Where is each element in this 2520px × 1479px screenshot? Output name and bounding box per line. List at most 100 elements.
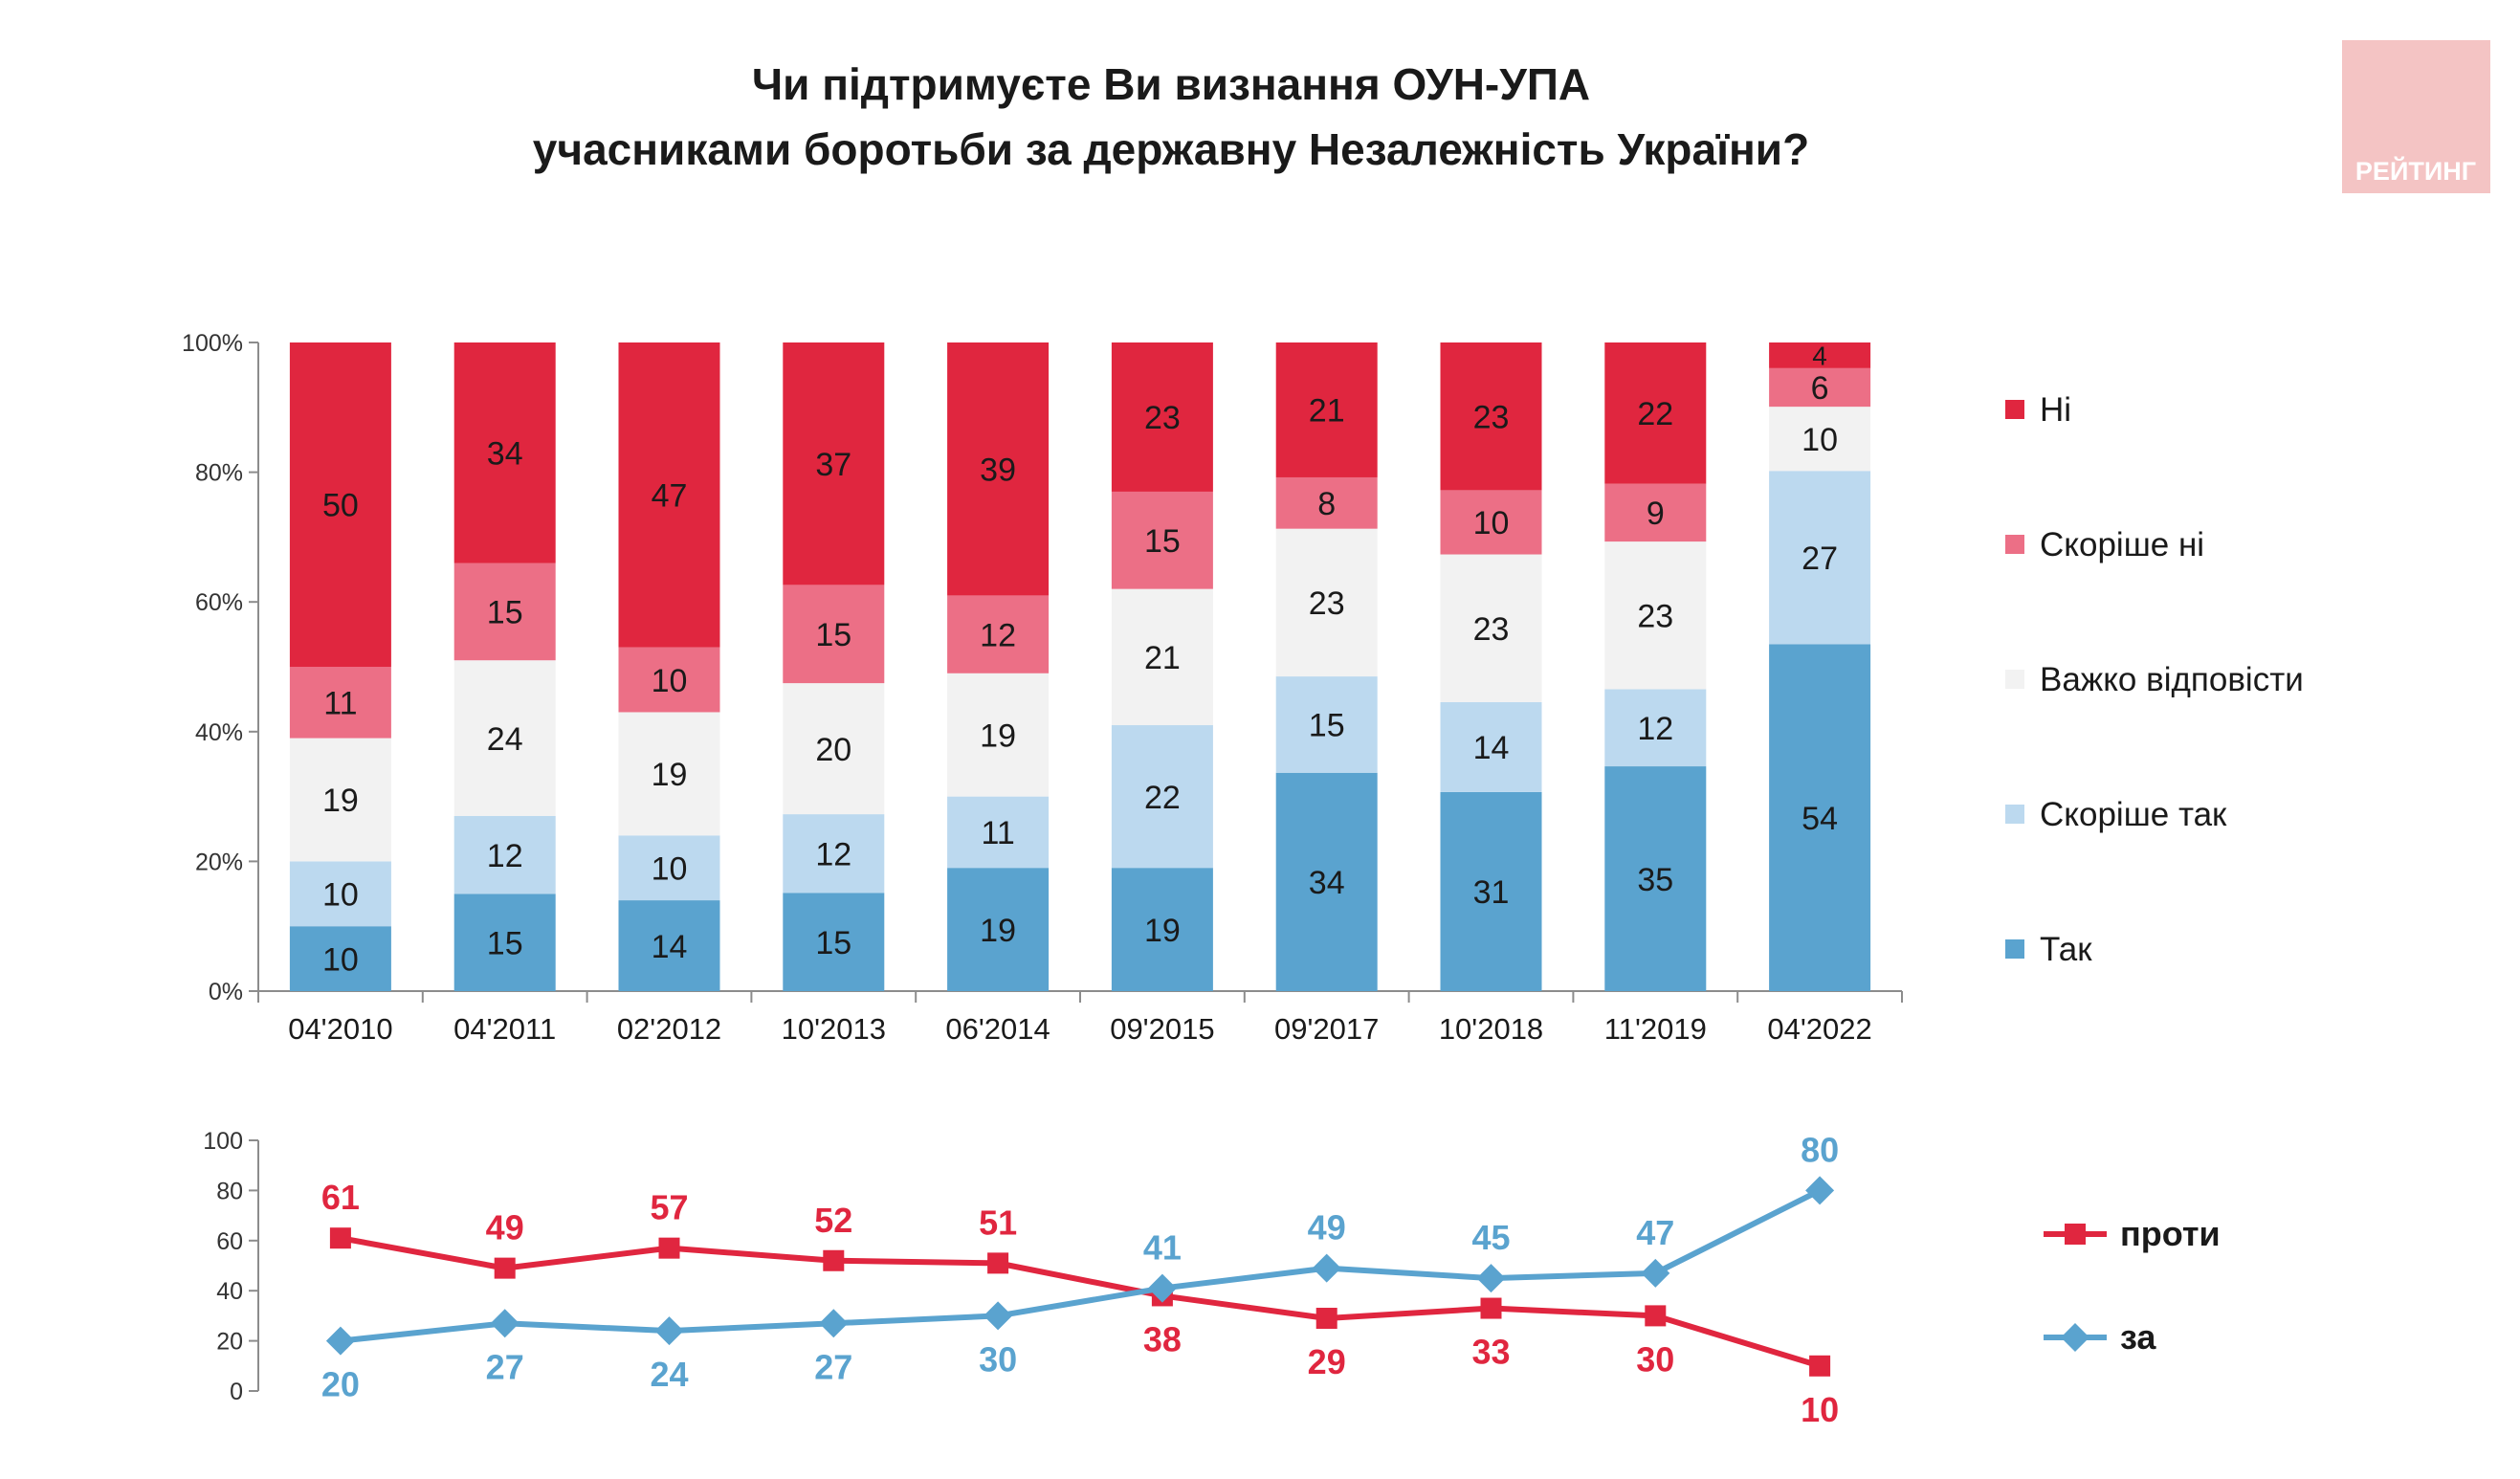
bar-data-label: 23: [1144, 400, 1181, 436]
bar-data-label: 21: [1144, 640, 1181, 676]
bar-y-tick-label: 80%: [195, 460, 243, 487]
against-marker: [1480, 1297, 1502, 1319]
bar-data-label: 23: [1637, 599, 1673, 635]
bar-data-label: 15: [815, 925, 851, 961]
legend-swatch-hard: [2005, 670, 2024, 689]
bar-data-label: 9: [1647, 496, 1665, 532]
bar-segment-hard: [1769, 407, 1871, 472]
bar-data-label: 34: [487, 436, 523, 473]
for-marker: [1312, 1253, 1341, 1283]
bar-data-label: 10: [322, 941, 359, 978]
legend-label-rather_yes: Скоріше так: [2040, 796, 2227, 833]
bar-segment-hard: [453, 660, 556, 816]
line-data-label-against_line: 52: [814, 1201, 852, 1240]
bar-data-label: 19: [652, 757, 688, 793]
bar-segment-hard: [1604, 541, 1707, 690]
line-data-label-for_line: 45: [1471, 1218, 1510, 1257]
bar-segment-rather_yes: [947, 796, 1050, 869]
bar-data-label: 10: [322, 877, 359, 914]
for-marker: [1147, 1273, 1177, 1303]
against-marker: [329, 1227, 351, 1249]
stacked-bar-chart: 0% 20% 40% 60% 80% 100% 04'2010 04'2011 02'2012 1…: [182, 330, 2304, 1046]
bar-segment-yes: [1769, 644, 1871, 991]
line-data-label-against_line: 49: [486, 1208, 524, 1247]
bar-segment-rather_no: [289, 667, 391, 739]
bar-segment-yes: [783, 893, 885, 991]
legend-swatch-rather_yes: [2005, 805, 2024, 824]
bar-segment-yes: [289, 926, 391, 991]
line-data-label-for_line: 49: [1308, 1208, 1346, 1247]
bar-data-label: 20: [815, 732, 851, 768]
bar-x-tick-label: 10'2013: [782, 1012, 886, 1046]
against-marker: [1809, 1355, 1831, 1377]
line-data-label-for_line: 47: [1636, 1213, 1674, 1252]
line-data-label-against_line: 29: [1308, 1342, 1346, 1381]
bar-segment-no: [1440, 342, 1542, 491]
bar-segment-yes: [1111, 868, 1213, 991]
bar-segment-no: [453, 342, 556, 563]
bar-segment-rather_yes: [1769, 471, 1871, 645]
bar-segment-hard: [1275, 528, 1378, 677]
bar-x-tick-label: 04'2011: [453, 1012, 556, 1046]
bar-segment-hard: [1111, 588, 1213, 726]
bar-segment-rather_no: [1275, 476, 1378, 529]
bar-segment-no: [1275, 342, 1378, 477]
bar-data-label: 11: [981, 815, 1014, 851]
bar-data-label: 22: [1637, 396, 1673, 432]
bar-data-label: 50: [322, 488, 359, 524]
against-marker: [1645, 1305, 1667, 1327]
bar-segment-rather_no: [947, 595, 1050, 673]
bar-data-label: 21: [1309, 393, 1345, 430]
bar-data-label: 19: [980, 717, 1016, 754]
legend-label-for_line: за: [2120, 1317, 2156, 1357]
bar-data-label: 15: [1144, 523, 1181, 560]
bar-data-label: 24: [487, 721, 523, 758]
bar-data-label: 22: [1144, 780, 1181, 816]
line-data-label-for_line: 30: [979, 1339, 1017, 1379]
bar-data-label: 35: [1637, 862, 1673, 898]
bar-segment-rather_yes: [1604, 689, 1707, 767]
bar-data-label: 15: [487, 925, 523, 961]
bar-segment-rather_yes: [289, 861, 391, 927]
bar-data-label: 15: [815, 617, 851, 653]
bar-data-label: 4: [1812, 342, 1827, 371]
rating-logo-text: РЕЙТИНГ: [2355, 156, 2476, 186]
legend-swatch-yes: [2005, 939, 2024, 959]
line-chart: 0 20 40 60 80 100 61 49 57 52 51 38 29 33 30 10 20 27 24 27…: [203, 1128, 2220, 1429]
legend-marker-against_line: [2065, 1224, 2086, 1245]
line-y-tick-label: 100: [203, 1128, 243, 1155]
line-y-tick-label: 40: [216, 1278, 243, 1305]
for-marker: [490, 1309, 519, 1338]
legend-label-yes: Так: [2040, 931, 2092, 968]
bar-data-label: 11: [323, 686, 357, 722]
bar-segment-rather_yes: [1275, 676, 1378, 773]
chart-title-line1: Чи підтримуєте Ви визнання ОУН-УПА: [752, 59, 1590, 109]
bar-x-tick-label: 04'2022: [1767, 1012, 1871, 1046]
line-data-label-for_line: 80: [1801, 1130, 1839, 1169]
bar-segment-rather_yes: [1111, 725, 1213, 869]
bar-y-tick-label: 0%: [209, 979, 243, 1005]
bar-data-label: 23: [1473, 611, 1510, 648]
bar-segment-yes: [947, 868, 1050, 991]
line-data-label-against_line: 51: [979, 1203, 1017, 1242]
bar-y-tick-label: 60%: [195, 589, 243, 616]
bar-segment-no: [783, 342, 885, 585]
bar-segment-yes: [1604, 766, 1707, 991]
for-marker: [819, 1309, 849, 1338]
series-line-against_line: [340, 1235, 1821, 1369]
series-line-for_line: [340, 1187, 1822, 1344]
line-data-label-for_line: 20: [321, 1365, 360, 1404]
bar-data-label: 47: [652, 478, 688, 515]
for-marker: [325, 1326, 355, 1356]
line-data-label-for_line: 24: [650, 1355, 688, 1394]
bar-data-label: 12: [815, 836, 851, 872]
against-marker: [1315, 1308, 1337, 1330]
legend-label-no: Ні: [2040, 391, 2071, 429]
bar-segment-no: [1111, 342, 1213, 492]
bar-segment-yes: [453, 894, 556, 991]
bar-segment-hard: [1440, 554, 1542, 702]
for-marker: [1641, 1258, 1670, 1288]
against-marker: [823, 1249, 845, 1271]
